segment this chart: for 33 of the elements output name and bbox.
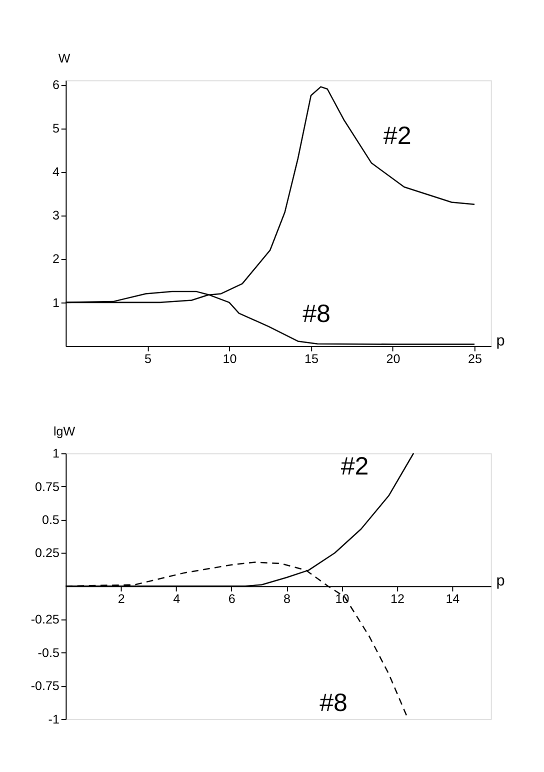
x-tick-label: 5 xyxy=(144,352,152,366)
y-tick-label: 3 xyxy=(52,208,60,223)
y-tick-label: 4 xyxy=(52,165,60,180)
annotation: #2 xyxy=(383,122,412,150)
x-axis-title: p xyxy=(496,332,505,350)
annotation: #8 xyxy=(302,300,331,328)
y-tick-label: 6 xyxy=(52,78,60,92)
x-tick-label: 8 xyxy=(284,592,291,606)
annotation: #8 xyxy=(320,688,348,717)
annotation: #2 xyxy=(340,452,369,481)
x-tick-label: 20 xyxy=(386,352,400,366)
x-tick-label: 10 xyxy=(222,352,237,366)
x-axis-title: p xyxy=(496,572,505,590)
x-tick-label: 4 xyxy=(173,592,180,606)
y-tick-label: -0.75 xyxy=(30,679,60,694)
y-tick-label: -0.5 xyxy=(38,646,60,660)
x-tick-label: 6 xyxy=(228,592,236,606)
y-axis-title: lgW xyxy=(53,424,76,438)
y-tick-label: 0.5 xyxy=(42,513,60,528)
y-tick-label: 0.25 xyxy=(35,546,60,560)
y-tick-label: 1 xyxy=(52,296,60,310)
y-tick-label: 1 xyxy=(52,446,60,461)
y-tick-label: 2 xyxy=(52,252,60,266)
x-tick-label: 2 xyxy=(118,592,125,606)
x-tick-label: 12 xyxy=(390,592,404,606)
y-tick-label: -1 xyxy=(48,712,60,726)
y-tick-label: -0.25 xyxy=(30,612,60,627)
x-tick-label: 15 xyxy=(304,352,318,366)
y-axis-title: W xyxy=(58,51,70,66)
y-tick-label: 5 xyxy=(52,122,60,136)
y-tick-label: 0.75 xyxy=(35,480,60,494)
x-tick-label: 25 xyxy=(468,352,482,366)
x-tick-label: 14 xyxy=(446,592,460,606)
